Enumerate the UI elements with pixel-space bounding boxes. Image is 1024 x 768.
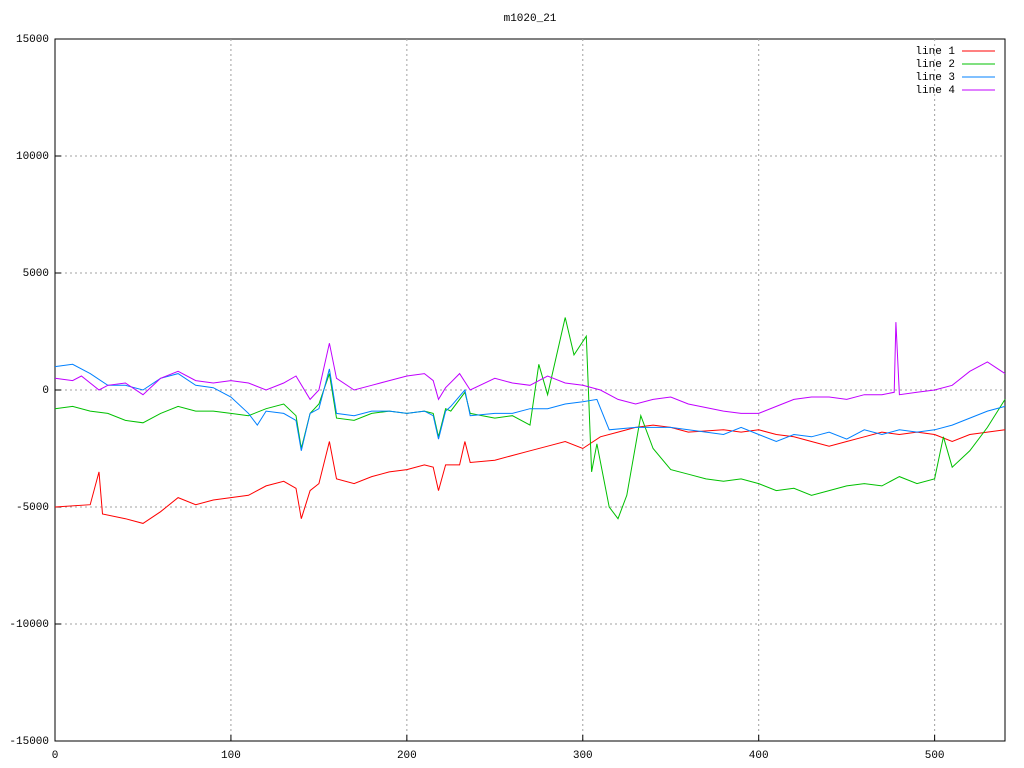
- x-tick-label: 400: [749, 750, 769, 762]
- x-tick-label: 500: [925, 750, 945, 762]
- legend-label: line 1: [915, 46, 955, 58]
- chart-title: m1020_21: [504, 13, 557, 25]
- x-tick-label: 0: [52, 750, 59, 762]
- y-tick-label: 10000: [16, 151, 49, 163]
- x-tick-label: 100: [221, 750, 241, 762]
- series-line: [54, 317, 1006, 520]
- legend-label: line 3: [915, 72, 955, 84]
- y-tick-label: -15000: [9, 736, 49, 748]
- legend-label: line 4: [915, 85, 955, 97]
- x-tick-label: 300: [573, 750, 593, 762]
- y-tick-label: 0: [42, 385, 49, 397]
- series-line: [54, 363, 1006, 451]
- y-tick-label: -5000: [16, 502, 49, 514]
- x-tick-label: 200: [397, 750, 417, 762]
- y-tick-label: -10000: [9, 619, 49, 631]
- y-tick-label: 15000: [16, 34, 49, 46]
- series-line: [54, 322, 1006, 414]
- series-line: [54, 424, 1006, 524]
- legend-label: line 2: [915, 59, 955, 71]
- y-tick-label: 5000: [23, 268, 49, 280]
